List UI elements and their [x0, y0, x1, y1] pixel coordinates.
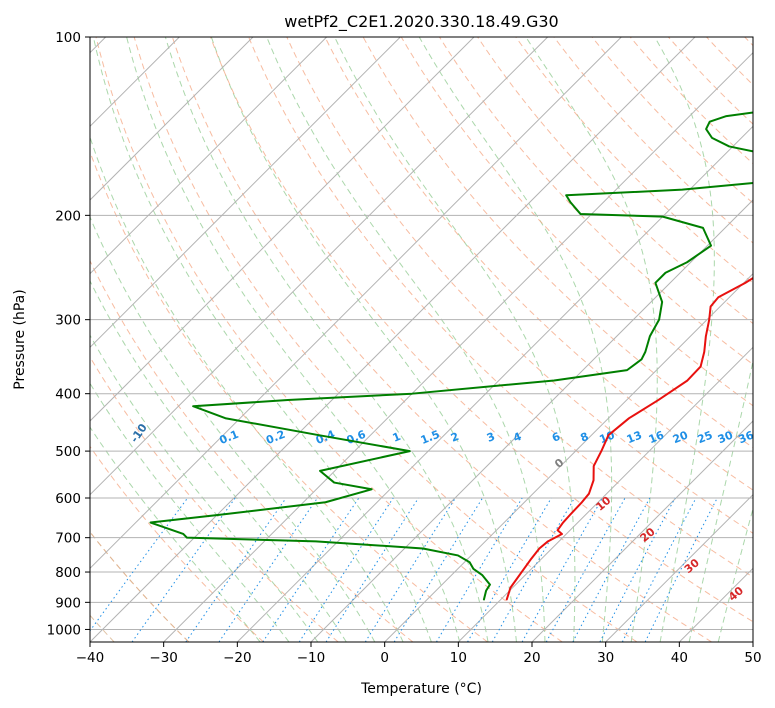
moist-adiabat-line	[90, 215, 376, 642]
mixing-ratio-line	[393, 497, 483, 642]
y-tick-label: 1000	[47, 622, 81, 638]
moist-adiabat-line	[90, 382, 290, 642]
profiles	[149, 111, 753, 601]
isotherm-line	[90, 37, 254, 201]
mixing-ratio-line	[599, 497, 676, 642]
mixing-ratio-line	[572, 497, 651, 642]
y-tick-label: 900	[55, 595, 81, 611]
isotherm-line	[90, 37, 696, 642]
x-tick-label: 10	[450, 650, 467, 666]
mixing-ratio-label: 2	[449, 430, 461, 445]
moist-adiabat-line	[90, 334, 319, 642]
x-tick-label: 50	[744, 650, 761, 666]
mixing-ratio-line	[491, 497, 575, 642]
x-tick-label: −40	[76, 650, 105, 666]
y-axis-title: Pressure (hPa)	[12, 289, 28, 389]
dry-adiabat-line	[210, 37, 753, 623]
dry-adiabat-line	[95, 37, 563, 642]
plot-area-background	[90, 37, 753, 642]
isotherm-line	[310, 199, 753, 642]
isotherm-line	[605, 493, 753, 642]
x-tick-label: 40	[671, 650, 688, 666]
x-tick-label: 20	[523, 650, 540, 666]
mixing-ratio-line	[364, 497, 456, 642]
mixing-ratio-line	[325, 497, 419, 642]
isotherm-line	[90, 37, 401, 349]
isotherm-line	[531, 420, 753, 642]
mixing-ratio-label: 13	[625, 428, 644, 446]
mixing-ratio-label: 25	[695, 428, 714, 446]
isotherms	[90, 37, 753, 642]
moist-adiabat-line	[210, 37, 517, 642]
isotherm-line	[90, 37, 622, 570]
mixing-ratio-line	[298, 497, 394, 642]
isotherm-line	[90, 37, 549, 496]
moist-adiabat-line	[717, 506, 753, 642]
dry-adiabat-line	[324, 37, 753, 491]
mixing-ratio-line	[218, 497, 318, 642]
x-tick-label: −10	[297, 650, 326, 666]
moist-adiabat-line	[90, 135, 404, 642]
isotherm-line	[90, 37, 475, 422]
mixing-ratio-label: 3	[485, 430, 497, 445]
moist-adiabat-line	[334, 37, 576, 642]
x-tick-label: −30	[149, 650, 178, 666]
y-tick-label: 300	[55, 313, 81, 329]
mixing-ratio-label: 16	[647, 428, 666, 446]
mixing-ratio-line	[467, 497, 552, 642]
chart-title: wetPf2_C2E1.2020.330.18.49.G30	[284, 12, 558, 32]
moist-adiabat-line	[90, 426, 261, 642]
dry-adiabat-line	[629, 37, 753, 165]
y-tick-label: 200	[55, 208, 81, 224]
mixing-ratio-label: 36	[737, 428, 756, 446]
mixing-ratio-line	[262, 497, 360, 642]
dry-adiabat-line	[515, 37, 753, 284]
moist-adiabat-line	[525, 37, 658, 642]
mixing-ratio-label: 20	[671, 428, 690, 446]
isotherm-line	[90, 37, 328, 275]
x-tick-label: 30	[597, 650, 614, 666]
y-tick-label: 700	[55, 531, 81, 547]
axes: −40 −30 −20 −10 0 10 20 30 40 50 100 200 300 400 500 60…	[47, 30, 762, 666]
dry-adiabat-line	[477, 37, 753, 325]
dewpoint-profile-line	[149, 111, 753, 601]
moist-adiabat-line	[688, 358, 753, 642]
moist-adiabat-line	[92, 37, 432, 642]
dry-adiabat-line	[591, 37, 753, 204]
isobar-gridlines	[90, 37, 753, 630]
dry-adiabat-line	[133, 37, 638, 642]
moist-adiabat-line	[654, 37, 715, 642]
mixing-ratio-line	[435, 497, 523, 642]
isotherm-line	[384, 272, 753, 642]
x-tick-label: −20	[223, 650, 252, 666]
plot-frame	[89, 36, 754, 643]
moist-adiabat-line	[418, 37, 613, 642]
moist-adiabat-line	[266, 37, 546, 642]
y-tick-label: 100	[55, 30, 81, 46]
isotherm-line	[236, 125, 753, 642]
mixing-ratio-label: 1	[391, 430, 403, 445]
dry-adiabat-line	[90, 445, 264, 642]
mixing-ratio-lines	[90, 497, 718, 642]
mixing-ratio-line	[90, 497, 188, 632]
temperature-profile-line	[505, 276, 753, 601]
dry-adiabat-line	[248, 37, 753, 578]
x-axis-title: Temperature (°C)	[360, 681, 482, 697]
x-tick-label: 0	[380, 650, 389, 666]
isotherm-line	[163, 51, 753, 642]
dry-adiabat-line	[400, 37, 753, 407]
isotherm-line	[457, 346, 753, 642]
y-tick-label: 500	[55, 444, 81, 460]
mixing-ratio-label: 8	[579, 430, 591, 445]
y-tick-label: 400	[55, 387, 81, 403]
y-tick-label: 600	[55, 491, 81, 507]
moist-adiabats	[90, 37, 753, 642]
mixing-ratio-label: 30	[716, 428, 735, 446]
mixing-ratio-line	[545, 497, 626, 642]
dry-adiabat-line	[171, 37, 712, 642]
moist-adiabat-line	[126, 37, 461, 642]
mixing-ratio-line	[521, 497, 603, 642]
y-tick-label: 800	[55, 565, 81, 581]
